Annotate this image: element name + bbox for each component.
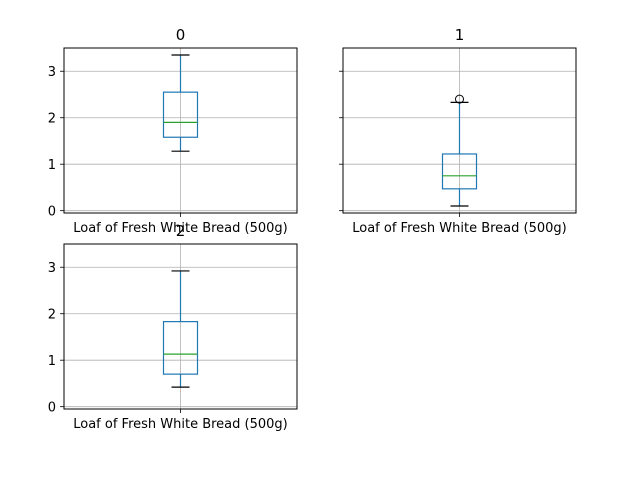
plot-frame xyxy=(63,243,298,410)
y-tick-label: 1 xyxy=(48,354,56,369)
panel-title: 2 xyxy=(176,222,186,240)
chart-panel-1: 01231Loaf of Fresh White Bread (500g) xyxy=(339,26,577,236)
iqr-box xyxy=(162,321,199,375)
x-category-label: Loaf of Fresh White Bread (500g) xyxy=(352,221,567,236)
y-tick-label: 0 xyxy=(48,205,56,220)
chart-panel-0: 0 1 2 3 0 Loaf of Fresh White Bread (500g) xyxy=(48,26,298,236)
panel-title: 1 xyxy=(455,26,465,44)
outlier-point xyxy=(455,94,464,104)
x-category-label: Loaf of Fresh White Bread (500g) xyxy=(73,417,288,432)
y-tick-label: 2 xyxy=(48,308,56,323)
y-tick-label: 1 xyxy=(48,158,56,173)
plot-frame xyxy=(342,47,577,214)
panel-title: 0 xyxy=(176,26,186,44)
y-tick-label: 0 xyxy=(48,401,56,416)
plot-frame xyxy=(63,47,298,214)
x-category-label: Loaf of Fresh White Bread (500g) xyxy=(73,221,288,236)
y-tick-label: 3 xyxy=(48,65,56,80)
iqr-box xyxy=(441,153,478,190)
y-tick-label: 3 xyxy=(48,261,56,276)
y-tick-label: 2 xyxy=(48,112,56,127)
iqr-box xyxy=(162,91,199,138)
